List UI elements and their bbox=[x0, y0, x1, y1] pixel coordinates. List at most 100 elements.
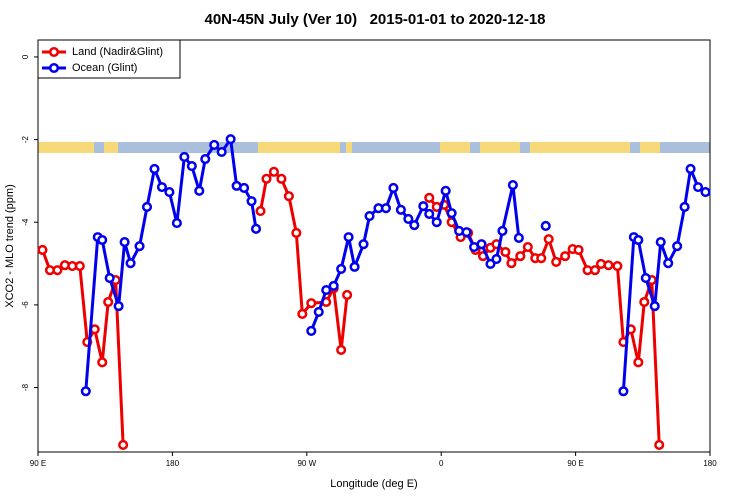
data-point bbox=[440, 185, 451, 196]
data-point bbox=[589, 265, 601, 276]
data-point bbox=[513, 232, 524, 243]
y-tick-label: -6 bbox=[21, 301, 30, 309]
data-point bbox=[446, 208, 457, 219]
data-point bbox=[141, 201, 153, 212]
data-point bbox=[200, 153, 211, 165]
data-point bbox=[113, 301, 124, 312]
data-point bbox=[476, 239, 487, 250]
data-point bbox=[80, 386, 91, 397]
chart-title: 40N-45N July (Ver 10) 2015-01-01 to 2020… bbox=[204, 11, 545, 28]
data-point bbox=[276, 173, 287, 184]
data-point bbox=[685, 163, 696, 174]
data-point bbox=[297, 308, 308, 320]
data-point bbox=[672, 241, 683, 252]
data-point bbox=[336, 344, 347, 355]
data-point bbox=[418, 201, 429, 212]
y-tick-label: -2 bbox=[21, 135, 30, 143]
x-tick-label: 90 E bbox=[567, 459, 583, 468]
data-point bbox=[500, 246, 511, 258]
land-strip bbox=[346, 142, 352, 153]
data-point bbox=[395, 204, 406, 215]
data-point bbox=[364, 210, 375, 222]
data-point bbox=[306, 325, 317, 336]
data-point bbox=[461, 227, 472, 238]
data-point bbox=[104, 272, 115, 284]
data-point bbox=[497, 225, 508, 236]
data-point bbox=[403, 213, 414, 224]
data-point bbox=[118, 439, 129, 451]
data-point bbox=[693, 182, 704, 193]
data-point bbox=[507, 179, 518, 191]
data-point bbox=[342, 289, 353, 301]
legend-label: Land (Nadir&Glint) bbox=[72, 46, 163, 58]
data-point bbox=[52, 265, 63, 276]
data-point bbox=[291, 227, 302, 239]
data-point bbox=[37, 244, 48, 255]
x-tick-label: 180 bbox=[166, 459, 180, 468]
series-line bbox=[259, 170, 349, 352]
legend-label: Ocean (Glint) bbox=[72, 62, 137, 74]
data-point bbox=[522, 241, 533, 253]
data-point bbox=[283, 191, 294, 202]
data-point bbox=[306, 298, 317, 309]
data-point bbox=[216, 146, 227, 158]
data-point bbox=[612, 260, 623, 272]
data-point bbox=[603, 260, 614, 271]
data-point bbox=[515, 251, 526, 262]
data-point bbox=[491, 253, 502, 265]
land-strip bbox=[38, 142, 94, 153]
data-point bbox=[654, 439, 665, 451]
data-point bbox=[409, 220, 420, 231]
data-point bbox=[225, 134, 236, 145]
x-tick-label: 0 bbox=[439, 459, 444, 468]
data-point bbox=[255, 206, 266, 217]
data-point bbox=[246, 196, 257, 207]
data-point bbox=[343, 232, 354, 243]
data-point bbox=[268, 166, 279, 177]
data-point bbox=[655, 237, 666, 248]
y-tick-label: -4 bbox=[21, 218, 30, 226]
data-point bbox=[239, 182, 250, 193]
data-point bbox=[149, 163, 160, 174]
data-point bbox=[618, 386, 629, 397]
data-point bbox=[97, 357, 108, 368]
plot-frame bbox=[37, 39, 711, 453]
data-point bbox=[633, 357, 644, 368]
data-point bbox=[700, 187, 711, 198]
legend: Land (Nadir&Glint) Ocean (Glint) bbox=[37, 39, 181, 79]
land-strip bbox=[440, 142, 470, 153]
data-point bbox=[179, 151, 190, 162]
land-strip bbox=[530, 142, 630, 153]
data-point bbox=[536, 253, 547, 264]
data-point bbox=[540, 220, 551, 232]
data-point bbox=[250, 223, 262, 234]
land-strip bbox=[480, 142, 520, 153]
data-point bbox=[186, 160, 197, 172]
data-point bbox=[506, 258, 517, 269]
land-strip bbox=[258, 142, 340, 153]
data-point bbox=[134, 241, 145, 252]
data-point bbox=[336, 263, 347, 274]
x-axis-label: Longitude (deg E) bbox=[330, 478, 417, 490]
data-point bbox=[103, 296, 114, 308]
data-point bbox=[261, 173, 272, 184]
data-point bbox=[171, 218, 182, 229]
data-point bbox=[321, 284, 332, 296]
data-point bbox=[313, 306, 324, 317]
data-point bbox=[560, 251, 571, 262]
data-point bbox=[209, 139, 220, 151]
data-point bbox=[679, 201, 690, 212]
data-point bbox=[125, 258, 136, 269]
land-strip bbox=[640, 142, 660, 153]
legend-swatch-marker bbox=[48, 46, 60, 58]
data-point bbox=[663, 258, 674, 269]
data-point bbox=[640, 272, 651, 284]
series-line bbox=[84, 137, 258, 392]
data-point bbox=[156, 182, 167, 193]
legend-swatch-marker bbox=[48, 62, 60, 74]
data-point bbox=[380, 203, 391, 214]
data-point bbox=[424, 192, 435, 203]
data-point bbox=[74, 260, 85, 272]
ocean-strip bbox=[38, 142, 710, 153]
